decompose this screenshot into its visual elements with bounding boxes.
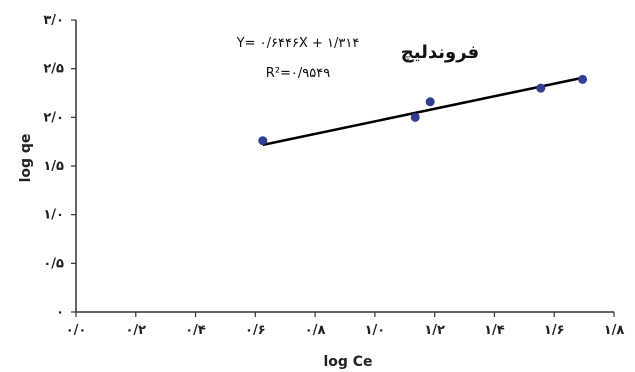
x-tick-label: ۱/۶ bbox=[544, 323, 565, 338]
data-point bbox=[410, 112, 420, 122]
y-tick-label: ۲/۵ bbox=[43, 62, 64, 77]
data-point bbox=[536, 83, 546, 93]
y-tick-label: ۱/۵ bbox=[43, 159, 64, 174]
x-tick-label: ۰/۲ bbox=[125, 323, 146, 338]
data-point bbox=[425, 97, 435, 107]
trendline-equation: Y= ۰/۶۴۴۶X + ۱/۳۱۴ bbox=[236, 36, 360, 51]
y-tick-label: ۲/۰ bbox=[43, 110, 64, 125]
data-points bbox=[258, 74, 588, 146]
axes bbox=[75, 20, 614, 313]
x-tick-label: ۱/۴ bbox=[484, 323, 505, 338]
y-tick-label: ۰/۵ bbox=[43, 256, 64, 271]
y-axis-title: log qe bbox=[18, 134, 34, 183]
x-tick-label: ۰/۶ bbox=[245, 323, 266, 338]
y-tick-label: ۳/۰ bbox=[43, 13, 64, 28]
y-tick-label: ۱/۰ bbox=[43, 208, 64, 223]
x-tick-label: ۰/۸ bbox=[305, 323, 326, 338]
x-tick-label: ۱/۰ bbox=[365, 323, 386, 338]
x-tick-label: ۰/۰ bbox=[66, 323, 87, 338]
trendline-group bbox=[262, 76, 583, 147]
data-point bbox=[578, 74, 588, 84]
x-tick-label: ۰/۴ bbox=[185, 323, 206, 338]
data-point bbox=[258, 136, 268, 146]
x-axis-title: log Ce bbox=[323, 354, 372, 370]
r-squared-label: R²=۰/۹۵۴۹ bbox=[266, 66, 330, 81]
trendline bbox=[262, 76, 583, 147]
x-tick-label: ۱/۸ bbox=[604, 323, 625, 338]
y-ticks: ۰ ۰/۵ ۱/۰ ۱/۵ ۲/۰ ۲/۵ ۳/۰ bbox=[43, 13, 76, 320]
chart-title: فروندلیچ bbox=[401, 42, 479, 63]
x-ticks: ۰/۰ ۰/۲ ۰/۴ ۰/۶ ۰/۸ ۱/۰ ۱/۲ ۱/۴ ۱/۶ ۱/۸ bbox=[66, 312, 625, 338]
y-tick-label: ۰ bbox=[56, 305, 64, 320]
x-tick-label: ۱/۲ bbox=[424, 323, 445, 338]
